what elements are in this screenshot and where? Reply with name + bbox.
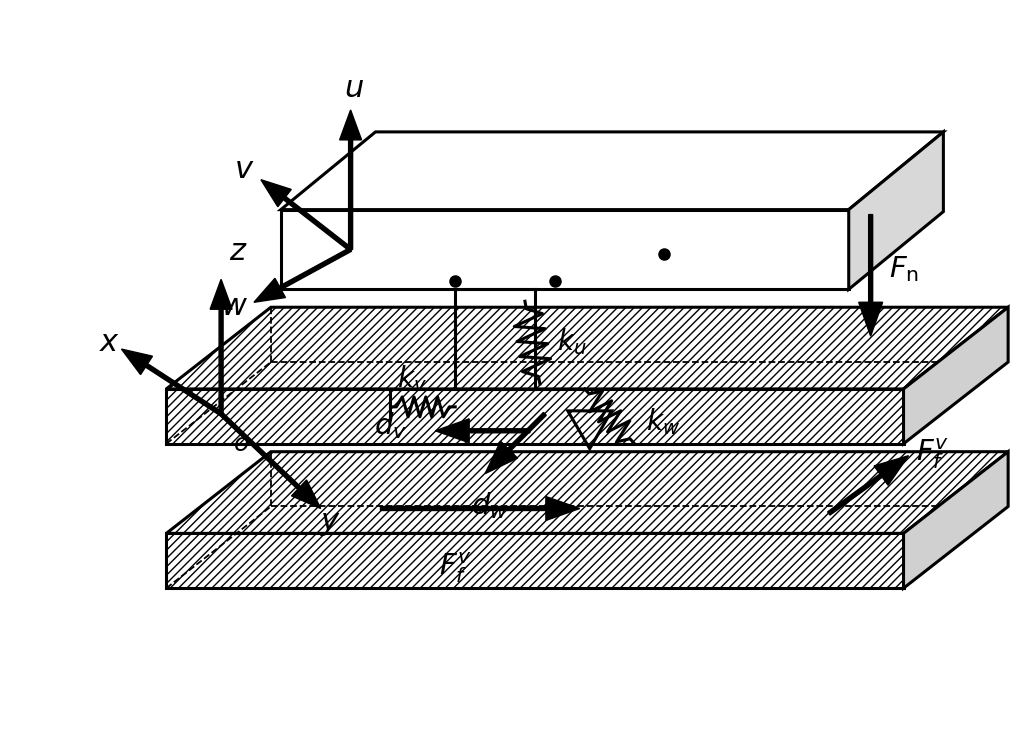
- Polygon shape: [281, 132, 943, 210]
- Text: $d_w$: $d_w$: [472, 490, 508, 522]
- Text: $k_w$: $k_w$: [647, 406, 680, 437]
- Polygon shape: [167, 389, 903, 443]
- FancyArrow shape: [210, 279, 232, 414]
- Text: $x$: $x$: [99, 327, 120, 356]
- FancyArrow shape: [122, 349, 222, 415]
- Text: $v$: $v$: [234, 155, 254, 185]
- Text: $m$: $m$: [612, 222, 647, 257]
- FancyArrow shape: [485, 412, 546, 474]
- Text: $z$: $z$: [229, 237, 248, 266]
- Text: $F_f^v$: $F_f^v$: [917, 437, 949, 471]
- Polygon shape: [167, 452, 1008, 533]
- Text: $F_f^v$: $F_f^v$: [439, 551, 472, 585]
- FancyArrow shape: [828, 455, 908, 515]
- Polygon shape: [167, 533, 903, 589]
- Text: $F_{\mathrm{n}}$: $F_{\mathrm{n}}$: [889, 254, 919, 284]
- Polygon shape: [281, 210, 849, 289]
- FancyArrow shape: [261, 180, 352, 251]
- Text: $d_v$: $d_v$: [373, 411, 406, 441]
- FancyArrow shape: [858, 214, 883, 336]
- Polygon shape: [849, 132, 943, 289]
- Polygon shape: [167, 307, 1008, 389]
- FancyArrow shape: [381, 496, 580, 521]
- Text: $k_v$: $k_v$: [397, 364, 428, 394]
- FancyArrow shape: [435, 419, 530, 443]
- Text: $y$: $y$: [320, 509, 342, 538]
- Polygon shape: [903, 452, 1008, 589]
- Polygon shape: [903, 307, 1008, 443]
- Text: $o$: $o$: [233, 432, 250, 456]
- Text: $w$: $w$: [221, 292, 248, 321]
- Text: $k_u$: $k_u$: [557, 326, 586, 356]
- FancyArrow shape: [220, 412, 321, 508]
- FancyArrow shape: [254, 248, 352, 302]
- FancyArrow shape: [340, 110, 361, 249]
- Text: $u$: $u$: [344, 74, 363, 103]
